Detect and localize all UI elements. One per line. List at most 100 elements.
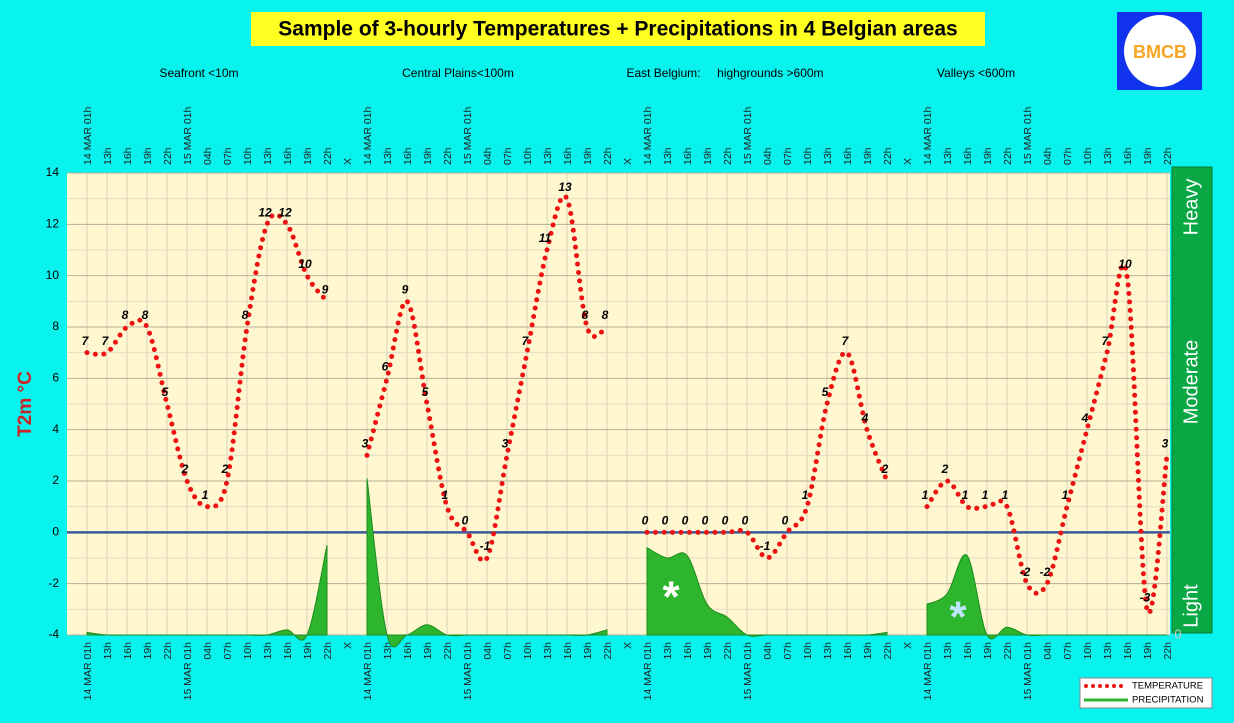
x-tick-label: 19h — [582, 147, 594, 165]
precip-area — [926, 554, 1167, 640]
y-tick-label: 2 — [52, 473, 59, 487]
x-tick-label: 19h — [142, 147, 154, 165]
x-tick-label: 04h — [762, 642, 774, 660]
y2-tick-label: 0 — [1174, 626, 1181, 641]
precip-area — [646, 546, 888, 637]
x-tick-label: 10h — [522, 147, 534, 165]
data-label: 6 — [382, 360, 389, 374]
x-tick-label: X — [622, 642, 634, 649]
data-label: 0 — [742, 514, 749, 528]
data-label: 12 — [278, 206, 292, 220]
y-tick-label: 10 — [46, 268, 60, 282]
data-label: 11 — [539, 231, 552, 245]
intensity-label: Heavy — [1180, 179, 1202, 236]
x-tick-label: 15 MAR 01h — [1022, 642, 1034, 701]
legend — [1079, 677, 1213, 709]
x-tick-label: 07h — [782, 642, 794, 660]
data-label: 0 — [722, 514, 729, 528]
x-tick-label: 10h — [242, 642, 254, 660]
logo-text: BMCB — [1133, 42, 1187, 62]
x-tick-label: 22h — [722, 147, 734, 165]
data-label: 7 — [102, 334, 110, 348]
x-tick-label: 16h — [842, 642, 854, 660]
data-label: 1 — [1062, 488, 1069, 502]
data-label: 2 — [881, 462, 889, 476]
x-tick-label: 19h — [582, 642, 594, 660]
logo-circle — [1124, 15, 1196, 87]
data-label: 1 — [442, 488, 449, 502]
x-tick-label: 14 MAR 01h — [82, 642, 94, 701]
data-label: 8 — [602, 308, 609, 322]
x-tick-label: 16h — [122, 642, 134, 660]
x-tick-label: 16h — [282, 642, 294, 660]
x-tick-label: 22h — [442, 147, 454, 165]
x-tick-label: 22h — [442, 642, 454, 660]
x-tick-label: 22h — [1002, 147, 1014, 165]
x-tick-label: 15 MAR 01h — [742, 642, 754, 701]
legend-label: PRECIPITATION — [1132, 695, 1204, 706]
x-tick-label: 10h — [802, 147, 814, 165]
x-tick-label: 13h — [662, 642, 674, 660]
data-label: 7 — [522, 334, 530, 348]
x-tick-label: 13h — [1102, 147, 1114, 165]
x-tick-label: 16h — [1122, 147, 1134, 165]
x-tick-label: 15 MAR 01h — [182, 642, 194, 701]
x-tick-label: 10h — [242, 147, 254, 165]
data-label: 2 — [221, 462, 229, 476]
precip-area — [366, 478, 608, 648]
x-tick-label: 04h — [762, 147, 774, 165]
data-label: -2 — [1020, 565, 1031, 579]
x-tick-label: 13h — [822, 642, 834, 660]
x-tick-label: 14 MAR 01h — [362, 642, 374, 701]
x-tick-label: 04h — [482, 147, 494, 165]
y-tick-label: 4 — [52, 422, 59, 436]
x-tick-label: 15 MAR 01h — [742, 106, 754, 165]
data-label: 5 — [422, 385, 429, 399]
x-tick-label: X — [622, 158, 634, 165]
x-tick-label: 15 MAR 01h — [462, 642, 474, 701]
x-tick-label: X — [342, 158, 354, 165]
x-tick-label: 10h — [1082, 147, 1094, 165]
x-tick-label: 19h — [302, 147, 314, 165]
x-tick-label: 16h — [402, 147, 414, 165]
data-label: 3 — [502, 437, 509, 451]
x-tick-label: 13h — [1102, 642, 1114, 660]
data-label: 1 — [1002, 488, 1009, 502]
x-tick-label: 16h — [682, 642, 694, 660]
data-label: 8 — [582, 308, 589, 322]
x-tick-label: 13h — [102, 147, 114, 165]
data-label: 9 — [402, 283, 409, 297]
x-tick-label: 22h — [322, 147, 334, 165]
x-tick-label: 07h — [782, 147, 794, 165]
x-tick-label: 10h — [1082, 642, 1094, 660]
data-label: 7 — [842, 334, 850, 348]
data-label: 0 — [662, 514, 669, 528]
data-label: 4 — [1081, 411, 1089, 425]
temperature-line — [364, 193, 610, 564]
x-tick-label: 13h — [662, 147, 674, 165]
x-tick-label: 16h — [682, 147, 694, 165]
x-tick-label: 15 MAR 01h — [1022, 106, 1034, 165]
data-label: 2 — [941, 462, 949, 476]
title-box — [251, 12, 985, 46]
x-tick-label: 16h — [962, 147, 974, 165]
x-tick-label: 07h — [1062, 147, 1074, 165]
subtitle: East Belgium: highgrounds >600m — [626, 66, 823, 80]
data-label: -1 — [760, 539, 771, 553]
data-label: 12 — [258, 206, 272, 220]
x-tick-label: X — [342, 642, 354, 649]
x-tick-label: X — [902, 158, 914, 165]
chart-title: Sample of 3-hourly Temperatures + Precip… — [278, 18, 957, 41]
x-tick-label: 13h — [942, 147, 954, 165]
x-tick-label: 16h — [562, 642, 574, 660]
x-tick-label: 07h — [1062, 642, 1074, 660]
temperature-line — [644, 349, 890, 561]
x-tick-label: 16h — [842, 147, 854, 165]
data-label: 0 — [462, 514, 469, 528]
x-tick-label: 22h — [882, 642, 894, 660]
data-label: 1 — [922, 488, 929, 502]
x-tick-label: 13h — [822, 147, 834, 165]
data-label: 1 — [802, 488, 809, 502]
x-tick-label: 14 MAR 01h — [362, 106, 374, 165]
data-label: 7 — [1102, 334, 1110, 348]
